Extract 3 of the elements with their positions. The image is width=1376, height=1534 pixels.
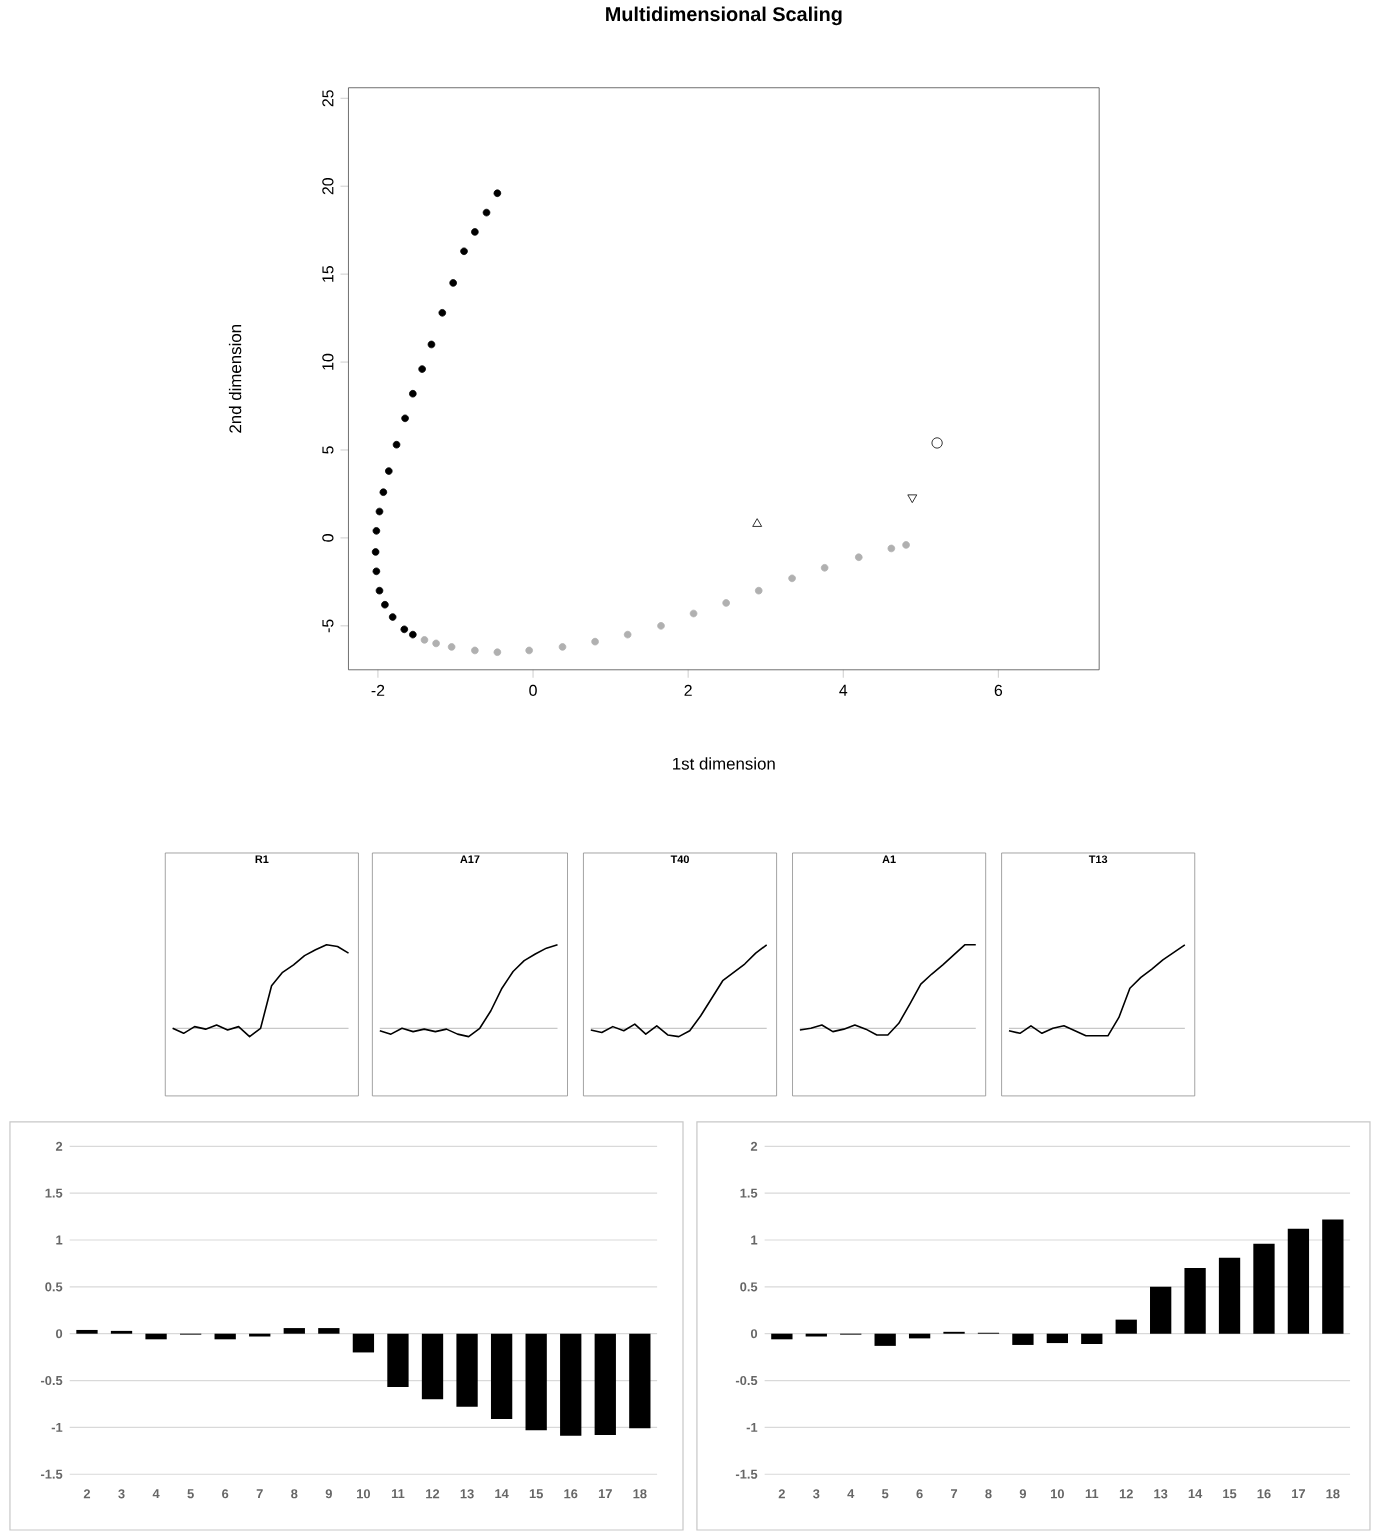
chart-title: Multidimensional Scaling bbox=[606, 6, 842, 26]
y-axis-title: 2nd dimension bbox=[228, 325, 242, 433]
x-axis-title: 1st dimension bbox=[673, 757, 775, 770]
